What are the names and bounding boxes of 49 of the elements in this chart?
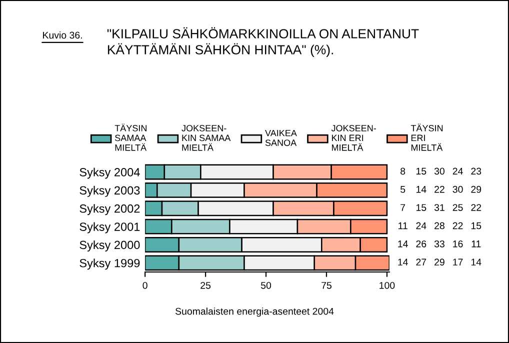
data-label: 25 bbox=[452, 204, 463, 211]
data-label: 14 bbox=[398, 258, 408, 266]
y-tick-label: Syksy 2002 bbox=[80, 204, 140, 216]
text: Kuvio 36. bbox=[43, 31, 82, 39]
y-tick-label: Syksy 1999 bbox=[80, 258, 140, 270]
data-label: 30 bbox=[452, 186, 463, 193]
data-label: 24 bbox=[452, 168, 463, 175]
data-label: 30 bbox=[434, 168, 444, 175]
legend-label: JOKSEEN- KIN ERI MIELTÄ bbox=[331, 124, 376, 151]
legend-label: TÄYSIN SAMAA MIELTÄ bbox=[114, 124, 147, 151]
legend-label: JOKSEEN- KIN SAMAA MIELTÄ bbox=[182, 124, 231, 151]
x-tick-label: 50 bbox=[261, 282, 272, 289]
y-tick-label: Syksy 2001 bbox=[80, 222, 140, 234]
data-label: 17 bbox=[453, 258, 463, 266]
data-label: 22 bbox=[434, 186, 444, 193]
data-label: 11 bbox=[398, 222, 408, 230]
data-label: 23 bbox=[471, 168, 482, 175]
data-label: 31 bbox=[434, 204, 444, 211]
data-label: 28 bbox=[434, 222, 444, 230]
y-tick-label: Syksy 2000 bbox=[80, 240, 140, 252]
x-tick-label: 75 bbox=[322, 282, 332, 289]
data-label: 8 bbox=[400, 168, 406, 175]
data-label: 15 bbox=[416, 168, 426, 175]
data-label: 27 bbox=[416, 258, 426, 266]
data-label: 5 bbox=[400, 186, 406, 193]
data-label: 29 bbox=[434, 258, 444, 266]
data-label: 15 bbox=[471, 222, 482, 230]
data-label: 7 bbox=[400, 204, 406, 211]
y-tick-label: Syksy 2004 bbox=[80, 168, 140, 179]
data-label: 14 bbox=[471, 258, 482, 266]
text: Suomalaisten energia-asenteet 2004 bbox=[175, 308, 334, 317]
x-tick-label: 25 bbox=[200, 282, 211, 289]
data-label: 33 bbox=[434, 240, 444, 248]
data-label: 14 bbox=[416, 186, 426, 193]
data-label: 24 bbox=[416, 222, 426, 230]
data-label: 29 bbox=[471, 186, 482, 193]
chart-title: "KILPAILU SÄHKÖMARKKINOILLA ON ALENTANUT KÄYTTÄMÄNI SÄHKÖN HINTAA" (%). bbox=[107, 27, 419, 58]
y-tick-label: Syksy 2003 bbox=[80, 186, 140, 197]
data-label: 15 bbox=[416, 204, 426, 211]
data-label: 26 bbox=[416, 240, 426, 248]
legend-label: VAIKEA SANOA bbox=[265, 130, 297, 146]
x-tick-label: 100 bbox=[380, 282, 395, 289]
data-label: 16 bbox=[453, 240, 463, 248]
x-tick-label: 0 bbox=[142, 282, 148, 289]
data-label: 11 bbox=[472, 240, 481, 248]
data-label: 22 bbox=[471, 204, 482, 211]
data-label: 22 bbox=[452, 222, 463, 230]
data-label: 14 bbox=[398, 240, 408, 248]
legend-label: TÄYSIN ERI MIELTÄ bbox=[410, 124, 443, 151]
